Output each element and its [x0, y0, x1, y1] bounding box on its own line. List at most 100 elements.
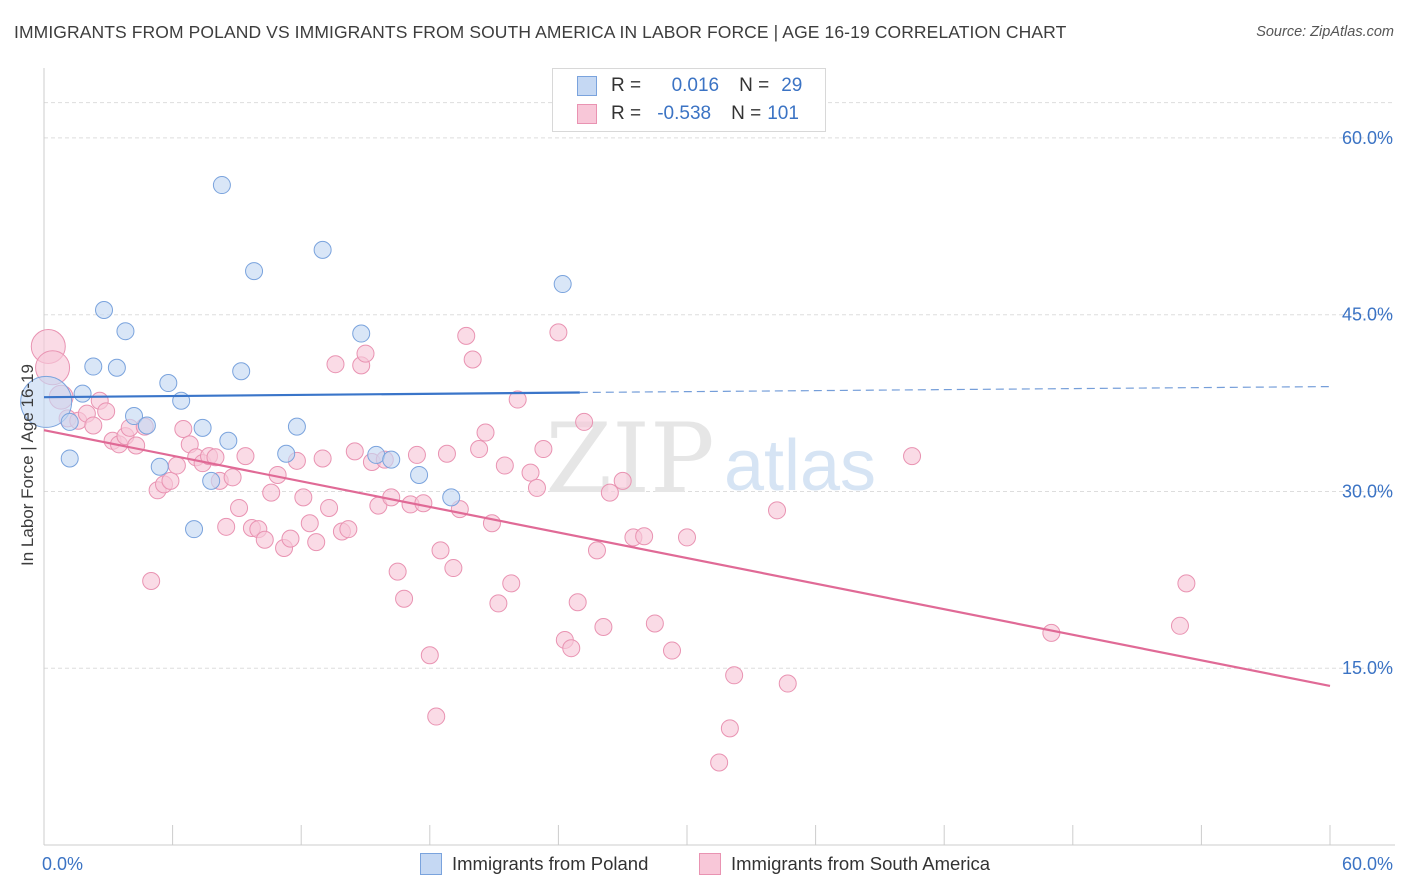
point-poland [245, 262, 264, 281]
point-south-america [600, 483, 619, 502]
point-poland [95, 300, 114, 319]
point-south-america [476, 423, 495, 442]
point-south-america [635, 527, 654, 546]
x-tick-label: 60.0% [1342, 854, 1393, 874]
point-south-america [437, 444, 456, 463]
tick-labels: 15.0% 30.0% 45.0% 60.0% 0.0% 60.0% [42, 128, 1393, 874]
point-south-america [778, 674, 797, 693]
legend-r-label-2: R = [611, 103, 642, 124]
point-poland [382, 450, 401, 469]
axes [43, 68, 1395, 846]
point-south-america [1177, 574, 1196, 593]
point-south-america [1170, 616, 1189, 635]
point-poland [287, 417, 306, 436]
point-south-america [502, 574, 521, 593]
point-poland [219, 431, 238, 450]
point-south-america [84, 416, 103, 435]
point-poland [60, 449, 79, 468]
point-south-america [356, 344, 375, 363]
y-tick-label: 30.0% [1342, 481, 1393, 501]
legend-n-label-2: N = [731, 103, 762, 124]
legend-n-value-2: 101 [767, 103, 799, 124]
legend-row-south-america: R = -0.538 N = 101 [577, 102, 799, 126]
legend-swatch-south-america [577, 104, 597, 124]
legend-r-label-1: R = [611, 75, 642, 96]
trend-lines [43, 385, 1331, 687]
point-south-america [339, 520, 358, 539]
point-poland [84, 357, 103, 376]
point-south-america [236, 447, 255, 466]
point-south-america [307, 533, 326, 552]
point-south-america [568, 593, 587, 612]
bottom-swatch-south-america [699, 853, 721, 875]
y-axis-label: In Labor Force | Age 16-19 [18, 364, 37, 566]
point-south-america [142, 572, 161, 591]
chart-title: IMMIGRANTS FROM POLAND VS IMMIGRANTS FRO… [14, 22, 1067, 42]
point-south-america [495, 456, 514, 475]
point-poland [150, 457, 169, 476]
point-south-america [710, 753, 729, 772]
legend-n-value-1: 29 [781, 75, 803, 96]
point-poland [172, 391, 191, 410]
point-south-america [470, 440, 489, 459]
point-south-america [594, 617, 613, 636]
watermark: ZIP atlas [545, 403, 876, 515]
point-poland [73, 384, 92, 403]
point-south-america [662, 641, 681, 660]
point-south-america [1042, 623, 1061, 642]
point-south-america [427, 707, 446, 726]
point-south-america [206, 448, 225, 467]
point-south-america [575, 412, 594, 431]
point-south-america [313, 449, 332, 468]
poland-points [20, 176, 572, 539]
point-south-america [768, 501, 787, 520]
point-south-america [395, 589, 414, 608]
point-south-america [326, 355, 345, 374]
point-south-america [678, 528, 696, 547]
point-south-america [549, 323, 568, 342]
point-south-america [294, 488, 313, 507]
point-south-america [444, 559, 463, 578]
point-south-america [230, 498, 249, 517]
watermark-atlas: atlas [724, 426, 876, 506]
point-south-america [167, 456, 186, 475]
point-poland [553, 275, 572, 294]
point-poland [313, 240, 332, 259]
point-poland [277, 444, 296, 463]
correlation-legend: R = 0.016 N = 29 R = -0.538 N = 101 [552, 68, 826, 132]
y-tick-label: 60.0% [1342, 128, 1393, 148]
point-south-america [613, 471, 632, 490]
point-poland [212, 176, 231, 195]
legend-r-value-1: 0.016 [671, 75, 720, 96]
point-poland [125, 407, 144, 426]
legend-row-poland: R = 0.016 N = 29 [577, 74, 802, 98]
point-south-america [262, 483, 281, 502]
point-south-america [300, 514, 319, 533]
legend-r-value-2: -0.538 [657, 103, 712, 124]
point-south-america [534, 440, 553, 459]
point-south-america [521, 463, 540, 482]
bottom-legend-label-south-america: Immigrants from South America [731, 853, 991, 874]
point-south-america [645, 614, 664, 633]
legend-n-label-1: N = [739, 75, 770, 96]
y-tick-label: 45.0% [1342, 305, 1393, 325]
point-poland [185, 520, 204, 539]
point-south-america [431, 541, 450, 560]
point-poland [202, 471, 221, 490]
watermark-zip: ZIP [545, 403, 714, 515]
source-label: Source: ZipAtlas.com [1256, 24, 1394, 40]
bottom-legend-poland: Immigrants from Poland [420, 852, 648, 876]
south-america-points [30, 323, 1196, 772]
point-south-america [388, 562, 407, 581]
point-poland [159, 374, 178, 393]
trend-line-poland-extension [579, 385, 1331, 394]
point-poland [442, 488, 461, 507]
trend-line-south-america [43, 429, 1331, 687]
point-poland [193, 418, 212, 437]
bottom-legend-south-america: Immigrants from South America [699, 852, 990, 876]
point-south-america [489, 594, 508, 613]
point-poland [20, 375, 73, 428]
point-south-america [174, 420, 193, 439]
point-south-america [223, 468, 242, 487]
